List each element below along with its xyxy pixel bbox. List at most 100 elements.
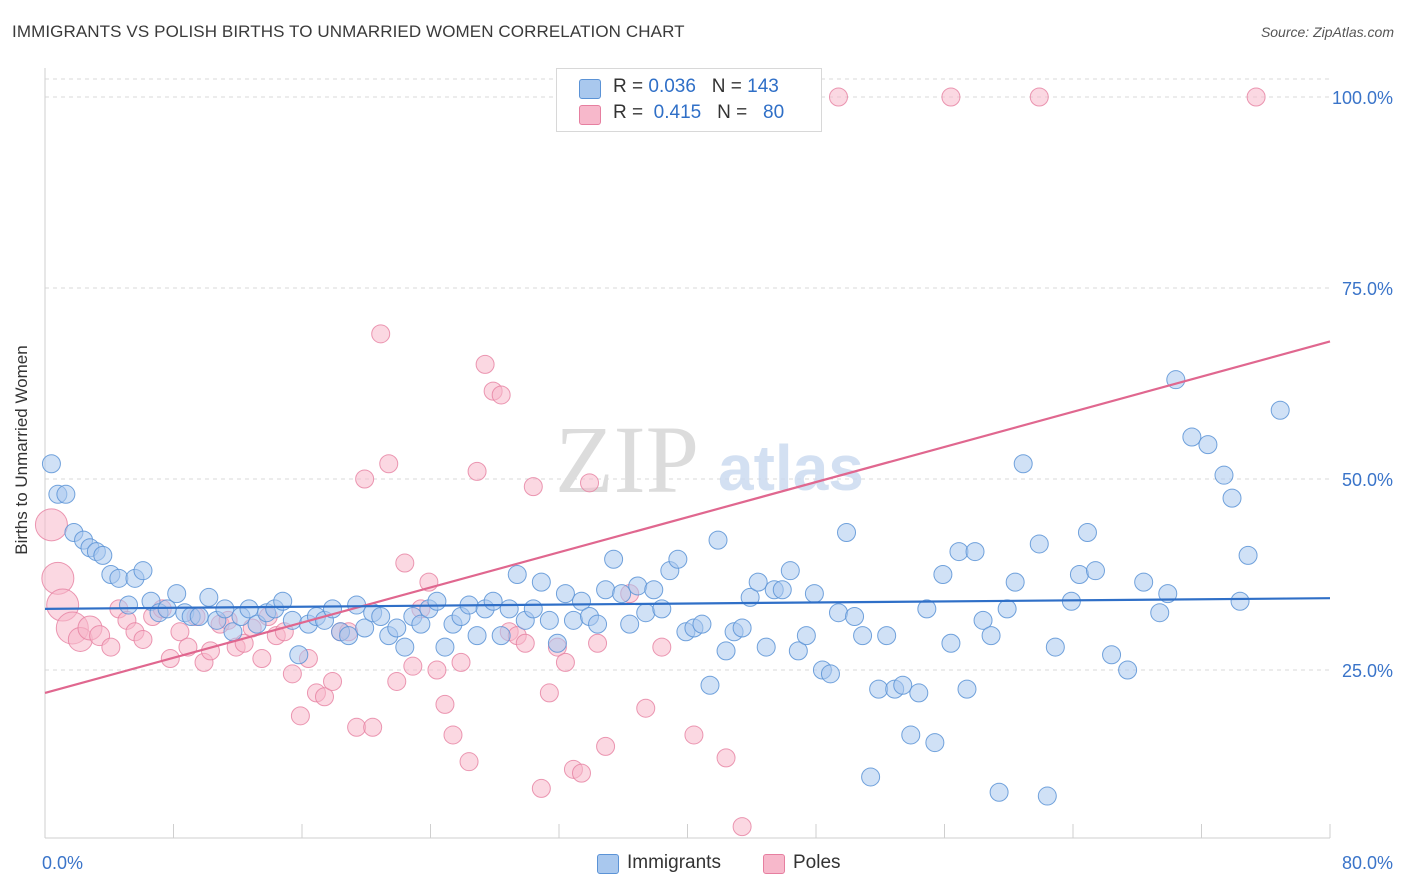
poles-point-37 [347,717,367,737]
immigrants-point-124 [1045,637,1065,657]
immigrants-point-53 [467,626,487,646]
poles-point-74 [716,748,736,768]
immigrants-point-0 [41,454,61,474]
immigrants-point-49 [435,637,455,657]
immigrants-point-60 [523,599,543,619]
immigrants-point-2 [56,484,76,504]
x-tick-label-min: 0.0% [42,853,83,873]
poles-point-77 [941,87,961,107]
poles-point-67 [588,633,608,653]
immigrants-point-118 [989,782,1009,802]
poles-point-66 [580,473,600,493]
immigrants-point-116 [973,610,993,630]
immigrants-point-108 [909,683,929,703]
immigrants-point-22 [215,599,235,619]
poles-point-47 [427,660,447,680]
poles-point-15 [170,622,190,642]
poles-point-43 [395,553,415,573]
immigrants-point-139 [1230,591,1250,611]
immigrants-point-117 [981,626,1001,646]
y-axis-label: Births to Unmarried Women [8,300,36,600]
poles-point-30 [290,706,310,726]
poles-point-73 [684,725,704,745]
immigrants-point-20 [199,587,219,607]
poles-point-63 [555,652,575,672]
immigrants-point-75 [644,580,664,600]
poles-point-34 [323,671,343,691]
immigrants-point-128 [1085,561,1105,581]
y-tick-label-100: 100.0% [1332,88,1393,108]
legend-n-value: 143 [747,76,779,97]
legend-text-immigrants: R = 0.036 N = 143 [613,76,779,98]
immigrants-point-44 [395,637,415,657]
immigrants-point-107 [901,725,921,745]
poles-point-33 [314,687,334,707]
immigrants-point-10 [119,595,139,615]
immigrants-point-127 [1077,522,1097,542]
immigrants-point-58 [507,565,527,584]
immigrants-point-132 [1150,603,1170,623]
immigrants-point-73 [628,576,648,596]
poles-point-19 [200,641,220,661]
immigrants-point-74 [636,603,656,623]
immigrants-point-92 [780,561,800,581]
immigrants-trend-line [44,597,1331,610]
immigrants-point-86 [732,618,752,638]
legend-n-label: N = [711,76,742,97]
immigrants-point-16 [167,584,187,604]
immigrants-point-131 [1134,572,1154,592]
immigrants-point-111 [933,565,953,584]
bottom-legend-swatch-immigrants [597,854,619,874]
poles-point-58 [515,633,535,653]
immigrants-point-130 [1118,660,1138,680]
immigrants-point-88 [748,572,768,592]
bottom-legend-swatch-poles [763,854,785,874]
immigrants-point-98 [828,603,848,623]
immigrants-point-56 [491,626,511,646]
immigrants-point-135 [1182,427,1202,447]
poles-point-29 [282,664,302,684]
immigrants-point-78 [668,549,688,569]
legend: R = 0.036 N = 143 R = 0.415 N = 80 [556,68,822,132]
immigrants-point-101 [853,626,873,646]
immigrants-point-83 [708,530,728,550]
y-tick-label-50: 50.0% [1342,470,1393,490]
poles-point-7 [101,637,121,657]
chart-source: Source: ZipAtlas.com [1260,24,1394,40]
immigrants-point-57 [499,599,519,619]
poles-point-40 [371,324,391,344]
immigrants-point-71 [612,584,632,604]
immigrants-point-66 [571,591,591,611]
immigrants-point-89 [756,637,776,657]
immigrants-point-140 [1238,545,1258,565]
immigrants-point-138 [1222,488,1242,508]
poles-point-76 [828,87,848,107]
immigrants-point-76 [652,599,672,619]
immigrants-point-72 [620,614,640,634]
immigrants-point-95 [804,584,824,604]
immigrants-point-103 [869,679,889,699]
immigrants-point-121 [1013,454,1033,474]
immigrants-point-99 [837,522,857,542]
immigrants-point-69 [596,580,616,600]
immigrants-point-43 [387,618,407,638]
immigrants-point-109 [917,599,937,619]
poles-point-53 [475,354,495,374]
poles-point-65 [571,763,591,783]
immigrants-point-41 [371,607,391,627]
immigrants-point-31 [289,645,309,665]
poles-point-11 [133,629,153,649]
immigrants-point-84 [716,641,736,661]
watermark: ZIP atlas [555,406,864,513]
immigrants-point-115 [965,542,985,562]
poles-point-25 [252,649,272,669]
bottom-legend-label-immigrants: Immigrants [627,852,721,873]
immigrants-point-65 [563,610,583,630]
poles-point-51 [459,752,479,772]
poles-point-59 [523,477,543,497]
immigrants-point-64 [555,584,575,604]
legend-r-label: R = [613,76,644,97]
immigrants-point-122 [1029,534,1049,554]
immigrants-point-7 [93,545,113,565]
immigrants-point-37 [339,626,359,646]
